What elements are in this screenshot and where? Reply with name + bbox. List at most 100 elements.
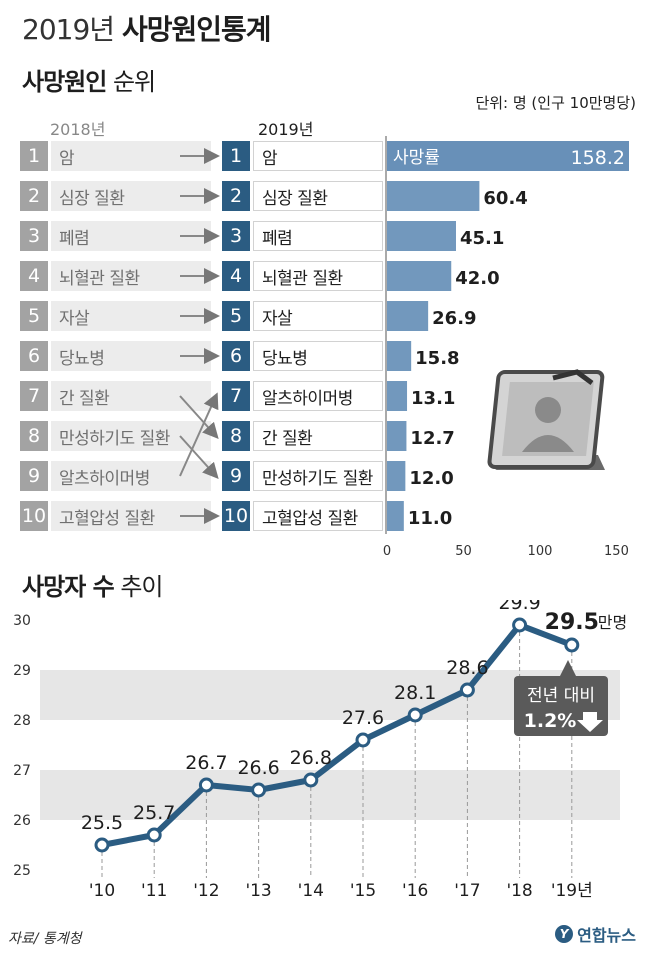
rank-number: 9 [20, 461, 48, 491]
bar [387, 141, 629, 171]
source-note: 자료/ 통계청 [8, 931, 82, 947]
cause-label: 당뇨병 [51, 341, 211, 371]
rank-number: 10 [222, 501, 250, 531]
unit-label: 단위: 명 (인구 10만명당) [475, 94, 636, 112]
rank-2019-row: 10 고혈압성 질환 [222, 501, 383, 531]
memorial-frame-icon [487, 369, 605, 470]
value-label: 27.6 [342, 707, 384, 729]
data-point [303, 772, 319, 788]
rank-number: 6 [20, 341, 48, 371]
rank-number: 8 [20, 421, 48, 451]
rank-2019-row: 2 심장 질환 [222, 181, 383, 211]
callout-line2: 1.2% [524, 710, 577, 732]
x-tick-label: '18 [506, 881, 532, 901]
title-main: 사망원인통계 [121, 13, 272, 46]
x-tick-label: '11 [141, 881, 167, 901]
y-tick-label: 26 [13, 813, 31, 829]
ranking-chart-svg: 사망률 158.2 60.4 45.1 42.0 26.9 15.8 13.1 12.7 12.0… [179, 136, 629, 559]
rank-2018-row: 5 자살 [20, 301, 211, 331]
x-tick-label: '19년 [551, 881, 593, 901]
data-point [198, 777, 214, 793]
death-count-line [101, 622, 573, 848]
x-tick-label: '14 [298, 881, 324, 901]
title-year: 2019년 [22, 13, 115, 46]
value-label: 29.5 [545, 610, 599, 635]
y-axis-ticks: 25 26 27 28 29 30 [13, 613, 31, 879]
publisher-logo: Y 연합뉴스 [555, 922, 636, 946]
cause-label: 간 질환 [253, 421, 383, 451]
x-tick-label: '17 [454, 881, 480, 901]
cause-label: 심장 질환 [253, 181, 383, 211]
rank-arrow [179, 392, 219, 477]
cause-label: 폐렴 [253, 221, 383, 251]
y-tick-label: 27 [13, 763, 31, 779]
rank-number: 7 [20, 381, 48, 411]
bar [387, 421, 407, 451]
page-title: 2019년 사망원인통계 [22, 8, 271, 48]
bar-value-label: 60.4 [483, 188, 527, 209]
rank-2019-row: 7 알츠하이머병 [222, 381, 383, 411]
column-header-2018: 2018년 [50, 120, 106, 139]
data-point [94, 837, 110, 853]
bar-x-ticks: 0 50 100 150 [383, 544, 629, 559]
rank-number: 2 [222, 181, 250, 211]
trend-section-light: 추이 [120, 573, 163, 601]
bar-series: 사망률 158.2 60.4 45.1 42.0 26.9 15.8 13.1 12.7 12.0… [387, 141, 629, 531]
bar [387, 341, 412, 371]
value-labels: 25.5 25.7 26.7 26.6 26.8 27.6 28.1 28.6 29.9 29.5… [81, 600, 627, 834]
rank-number: 4 [222, 261, 250, 291]
cause-label: 암 [253, 141, 383, 171]
ranking-section-title: 사망원인 순위 [22, 62, 156, 97]
x-tick-label: '10 [89, 881, 115, 901]
y-tick-label: 28 [13, 713, 31, 729]
rank-number: 7 [222, 381, 250, 411]
value-label: 28.1 [394, 682, 436, 704]
y-tick-label: 25 [13, 863, 31, 879]
bar [387, 221, 456, 251]
trend-section-title: 사망자 수 추이 [22, 567, 164, 602]
cause-label: 고혈압성 질환 [253, 501, 383, 531]
cause-label: 당뇨병 [253, 341, 383, 371]
data-point [512, 617, 528, 633]
rank-number: 1 [222, 141, 250, 171]
data-point [146, 827, 162, 843]
value-label: 29.9 [498, 600, 540, 614]
bar-value-label: 15.8 [415, 348, 459, 369]
rank-2019-row: 3 폐렴 [222, 221, 383, 251]
value-label: 26.8 [290, 747, 332, 769]
rank-2018-row: 8 만성하기도 질환 [20, 421, 211, 451]
cause-label: 만성하기도 질환 [253, 461, 383, 491]
column-header-2019: 2019년 [258, 120, 314, 139]
x-tick-label: '13 [245, 881, 271, 901]
rank-arrow [179, 435, 219, 479]
y-tick-label: 29 [13, 663, 31, 679]
cause-label: 자살 [51, 301, 211, 331]
rank-2018-row: 6 당뇨병 [20, 341, 211, 371]
rank-number: 9 [222, 461, 250, 491]
value-label: 26.6 [237, 757, 279, 779]
value-label: 25.5 [81, 812, 123, 834]
data-point [355, 732, 371, 748]
rank-number: 1 [20, 141, 48, 171]
rank-number: 4 [20, 261, 48, 291]
yoy-callout: 전년 대비 1.2% [514, 660, 608, 736]
bar [387, 301, 429, 331]
data-point [459, 682, 475, 698]
bar-value-label: 13.1 [411, 388, 455, 409]
bar-x-tick: 50 [455, 544, 472, 559]
bar-value-label: 12.0 [409, 468, 453, 489]
rank-2019-row: 4 뇌혈관 질환 [222, 261, 383, 291]
cause-label: 자살 [253, 301, 383, 331]
x-tick-label: '16 [402, 881, 428, 901]
rank-2018-row: 9 알츠하이머병 [20, 461, 211, 491]
bar-value-label: 158.2 [571, 147, 625, 169]
rank-2019-row: 6 당뇨병 [222, 341, 383, 371]
x-axis-labels: '10 '11 '12 '13 '14 '15 '16 '17 '18 '19년 [89, 881, 593, 901]
grid-band [40, 820, 620, 870]
logo-mark-icon: Y [555, 925, 574, 943]
value-label: 26.7 [185, 752, 227, 774]
rank-2019-row: 9 만성하기도 질환 [222, 461, 383, 491]
